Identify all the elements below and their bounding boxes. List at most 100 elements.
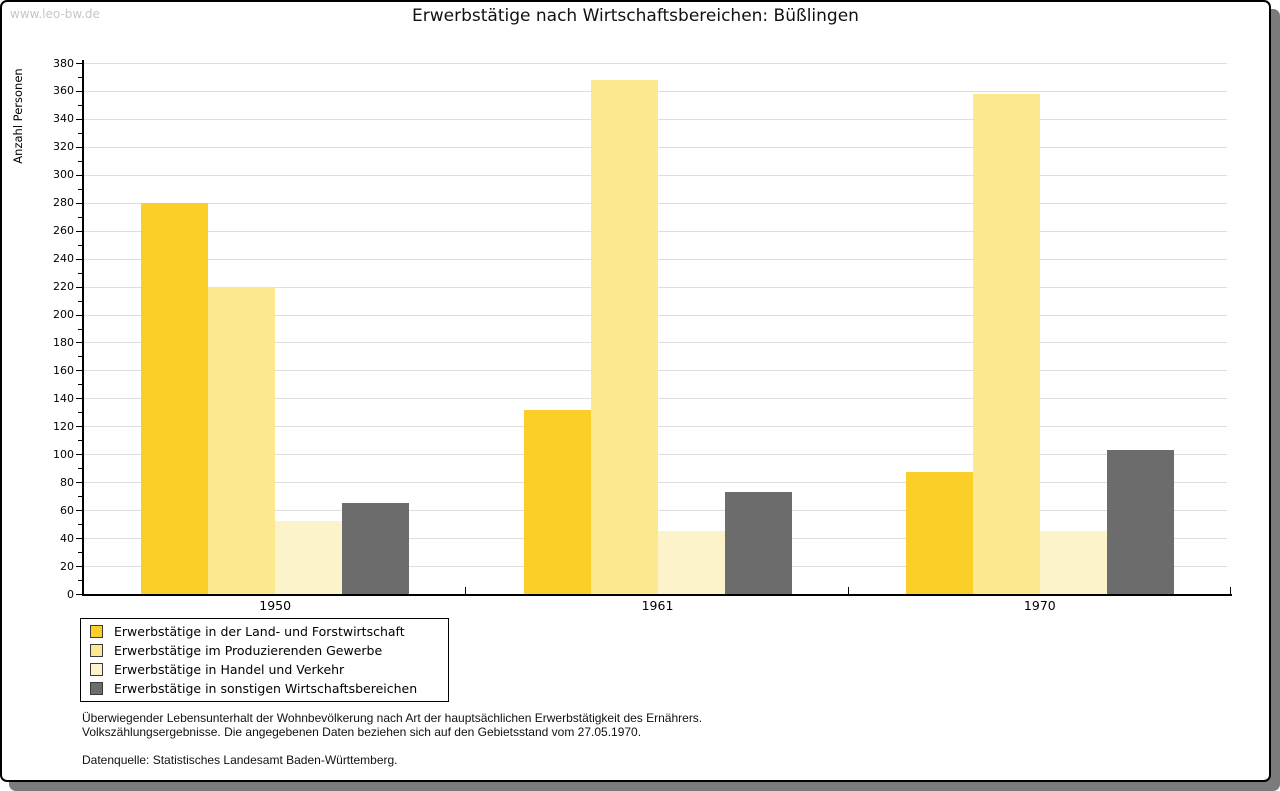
legend-item: Erwerbstätige im Produzierenden Gewerbe xyxy=(90,641,448,659)
bar xyxy=(1039,531,1107,594)
legend-swatch xyxy=(90,663,103,677)
legend-label: Erwerbstätige in der Land- und Forstwirt… xyxy=(114,623,405,639)
y-tick-label: 60 xyxy=(60,503,74,517)
bar xyxy=(208,286,276,594)
bar xyxy=(342,503,410,594)
y-major-tick xyxy=(76,342,82,344)
legend-swatch xyxy=(90,624,103,638)
y-tick-label: 120 xyxy=(53,419,74,433)
bar xyxy=(1106,450,1174,594)
y-minor-tick xyxy=(78,160,82,162)
y-major-tick xyxy=(76,594,82,595)
bar xyxy=(905,472,973,594)
footnote-line-1: Überwiegender Lebensunterhalt der Wohnbe… xyxy=(82,711,703,725)
y-tick-label: 180 xyxy=(53,335,74,349)
y-tick-label: 260 xyxy=(53,224,74,238)
x-tick xyxy=(83,587,84,594)
bar xyxy=(275,521,343,594)
legend-label: Erwerbstätige in Handel und Verkehr xyxy=(114,662,345,678)
y-major-tick xyxy=(76,370,82,372)
y-tick-label: 320 xyxy=(53,140,74,154)
y-major-tick xyxy=(76,398,82,400)
legend-swatch xyxy=(90,682,103,696)
y-major-tick xyxy=(76,538,82,540)
y-tick-label: 80 xyxy=(60,475,74,489)
y-major-tick xyxy=(76,90,82,92)
source-line: Datenquelle: Statistisches Landesamt Bad… xyxy=(82,753,398,767)
y-major-tick xyxy=(76,454,82,456)
y-minor-tick xyxy=(78,300,82,302)
y-major-tick xyxy=(76,566,82,568)
y-major-tick xyxy=(76,118,82,120)
y-minor-tick xyxy=(78,552,82,554)
y-minor-tick xyxy=(78,104,82,106)
legend-swatch xyxy=(90,643,103,657)
y-major-tick xyxy=(76,258,82,260)
y-minor-tick xyxy=(78,384,82,386)
legend-label: Erwerbstätige in sonstigen Wirtschaftsbe… xyxy=(114,681,418,697)
y-tick-label: 300 xyxy=(53,168,74,182)
y-tick-label: 100 xyxy=(53,447,74,461)
y-minor-tick xyxy=(78,580,82,582)
plot-area: Anzahl Personen 0 20 40 60 80 100 120 140 160 180… xyxy=(2,2,1269,616)
y-major-tick xyxy=(76,510,82,512)
y-tick-label: 380 xyxy=(53,56,74,70)
y-tick-label: 160 xyxy=(53,363,74,377)
legend-label: Erwerbstätige im Produzierenden Gewerbe xyxy=(114,642,383,658)
x-category-label: 1950 xyxy=(259,598,292,613)
bar xyxy=(590,79,658,594)
gridline xyxy=(84,63,1227,64)
y-tick-label: 240 xyxy=(53,252,74,266)
y-minor-tick xyxy=(78,440,82,442)
bar xyxy=(523,409,591,594)
y-tick-label: 340 xyxy=(53,112,74,126)
x-tick xyxy=(1230,587,1231,594)
y-minor-tick xyxy=(78,328,82,330)
x-tick xyxy=(847,587,849,594)
bar xyxy=(724,491,792,594)
y-minor-tick xyxy=(78,188,82,190)
y-minor-tick xyxy=(78,496,82,498)
y-major-tick xyxy=(76,202,82,204)
y-minor-tick xyxy=(78,216,82,218)
y-tick-label: 200 xyxy=(53,308,74,322)
y-major-tick xyxy=(76,426,82,428)
y-major-tick xyxy=(76,286,82,288)
y-minor-tick xyxy=(78,76,82,78)
y-major-tick xyxy=(76,230,82,232)
y-tick-label: 220 xyxy=(53,280,74,294)
bar xyxy=(972,93,1040,594)
y-major-tick xyxy=(76,314,82,316)
x-category-label: 1961 xyxy=(641,598,674,613)
y-axis-label: Anzahl Personen xyxy=(11,68,25,164)
y-major-tick xyxy=(76,146,82,148)
x-tick xyxy=(465,587,467,594)
y-tick-label: 20 xyxy=(60,559,74,573)
chart-title: Erwerbstätige nach Wirtschaftsbereichen:… xyxy=(412,6,859,26)
legend-item: Erwerbstätige in Handel und Verkehr xyxy=(90,661,448,679)
y-minor-tick xyxy=(78,132,82,134)
y-tick-label: 280 xyxy=(53,196,74,210)
y-minor-tick xyxy=(78,272,82,274)
y-tick-label: 0 xyxy=(67,587,74,601)
y-minor-tick xyxy=(78,412,82,414)
y-axis-line xyxy=(82,60,84,596)
y-tick-label: 360 xyxy=(53,84,74,98)
watermark: www.leo-bw.de xyxy=(10,7,100,21)
legend-item: Erwerbstätige in der Land- und Forstwirt… xyxy=(90,622,448,640)
y-tick-label: 140 xyxy=(53,391,74,405)
y-minor-tick xyxy=(78,524,82,526)
y-major-tick xyxy=(76,63,82,64)
bar xyxy=(141,202,209,594)
y-minor-tick xyxy=(78,244,82,246)
y-minor-tick xyxy=(78,356,82,358)
footnote-line-2: Volkszählungsergebnisse. Die angegebenen… xyxy=(82,725,642,739)
y-major-tick xyxy=(76,174,82,176)
y-tick-label: 40 xyxy=(60,531,74,545)
y-major-tick xyxy=(76,482,82,484)
legend-item: Erwerbstätige in sonstigen Wirtschaftsbe… xyxy=(90,680,448,698)
x-axis-line xyxy=(82,594,1232,596)
bar xyxy=(657,531,725,594)
x-category-label: 1970 xyxy=(1023,598,1056,613)
